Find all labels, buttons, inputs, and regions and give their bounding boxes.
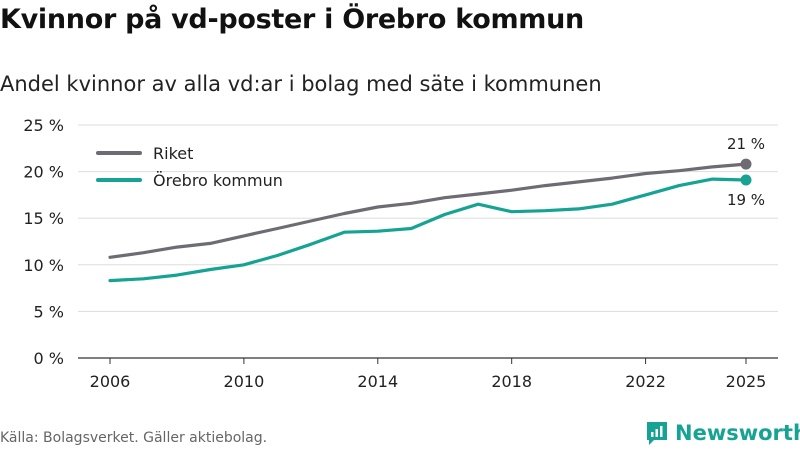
legend-label: Örebro kommun [153, 171, 283, 190]
series-line-riket [108, 162, 748, 259]
series-endpoint-riket [740, 158, 752, 170]
y-tick-label: 25 % [23, 116, 64, 135]
series-endpoint--rebro-kommun [740, 174, 752, 186]
x-tick-label: 2006 [90, 372, 131, 391]
x-tick-label: 2014 [357, 372, 398, 391]
y-tick-label: 0 % [34, 349, 64, 368]
x-tick-label: 2018 [491, 372, 532, 391]
x-tick-label: 2025 [726, 372, 767, 391]
x-tick-label: 2022 [625, 372, 666, 391]
y-tick-label: 20 % [23, 163, 64, 182]
y-tick-label: 10 % [23, 256, 64, 275]
y-tick-label: 15 % [23, 209, 64, 228]
chart-subtitle: Andel kvinnor av alla vd:ar i bolag med … [0, 72, 602, 96]
brand-name: Newsworthy [675, 421, 800, 445]
y-tick-label: 5 % [34, 302, 64, 321]
legend-label: Riket [153, 144, 193, 163]
source-note: Källa: Bolagsverket. Gäller aktiebolag. [0, 430, 268, 446]
data-label-end: 21 % [727, 135, 765, 153]
newsworthy-logo-icon [647, 422, 667, 445]
chart-title: Kvinnor på vd-poster i Örebro kommun [0, 4, 584, 35]
brand-logo: Newsworthy [645, 420, 800, 446]
x-tick-label: 2010 [224, 372, 265, 391]
series-line--rebro-kommun [108, 177, 748, 283]
data-label-end: 19 % [727, 191, 765, 209]
